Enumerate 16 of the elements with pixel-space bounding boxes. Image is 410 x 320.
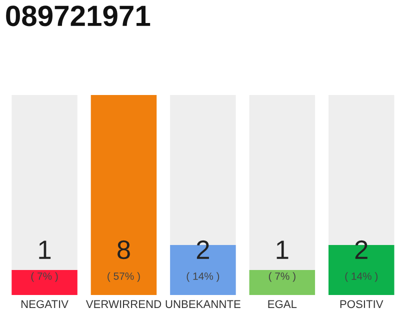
data-label: 8 (118, 240, 130, 260)
annotation: ( 14% ) (186, 272, 220, 282)
x-tick-label: EGAL (268, 300, 297, 308)
annotation: ( 14% ) (345, 272, 378, 282)
x-tick-label: UNBEKANNTE (166, 300, 240, 308)
data-label: 2 (196, 240, 209, 259)
data-label: 1 (276, 240, 288, 259)
data-label: 1 (39, 240, 51, 259)
annotation: ( 7% ) (31, 272, 58, 282)
chart-title: 089721971 (6, 6, 150, 26)
x-tick-label: NEGATIV (21, 300, 68, 308)
x-tick-label: POSITIV (340, 300, 384, 308)
annotation: ( 57% ) (108, 272, 140, 282)
x-tick-label: VERWIRREND (86, 300, 162, 308)
data-label: 2 (355, 240, 368, 259)
annotation: ( 7% ) (268, 272, 296, 282)
